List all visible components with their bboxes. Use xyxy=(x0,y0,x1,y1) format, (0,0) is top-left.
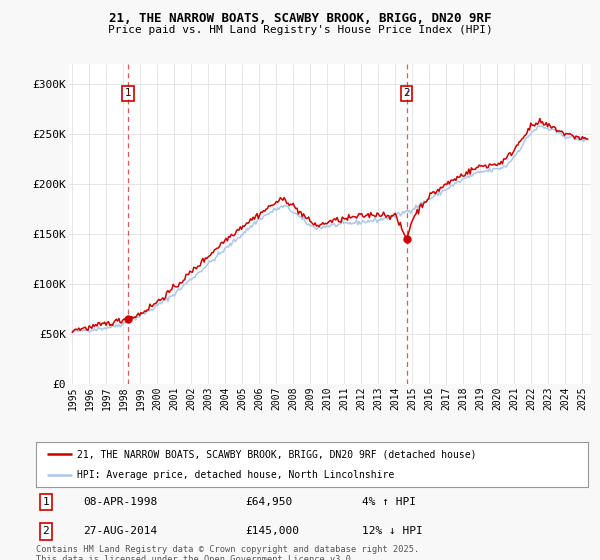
Text: 21, THE NARROW BOATS, SCAWBY BROOK, BRIGG, DN20 9RF: 21, THE NARROW BOATS, SCAWBY BROOK, BRIG… xyxy=(109,12,491,25)
Text: 2: 2 xyxy=(43,526,49,536)
Text: 1: 1 xyxy=(125,88,131,99)
Text: 1: 1 xyxy=(43,497,49,507)
Text: HPI: Average price, detached house, North Lincolnshire: HPI: Average price, detached house, Nort… xyxy=(77,470,395,480)
Text: 12% ↓ HPI: 12% ↓ HPI xyxy=(362,526,422,536)
Text: 4% ↑ HPI: 4% ↑ HPI xyxy=(362,497,416,507)
Text: 2: 2 xyxy=(403,88,410,99)
Text: £145,000: £145,000 xyxy=(246,526,300,536)
Text: Price paid vs. HM Land Registry's House Price Index (HPI): Price paid vs. HM Land Registry's House … xyxy=(107,25,493,35)
Text: Contains HM Land Registry data © Crown copyright and database right 2025.
This d: Contains HM Land Registry data © Crown c… xyxy=(36,545,419,560)
Text: 27-AUG-2014: 27-AUG-2014 xyxy=(83,526,157,536)
Text: 21, THE NARROW BOATS, SCAWBY BROOK, BRIGG, DN20 9RF (detached house): 21, THE NARROW BOATS, SCAWBY BROOK, BRIG… xyxy=(77,450,477,460)
Text: 08-APR-1998: 08-APR-1998 xyxy=(83,497,157,507)
Text: £64,950: £64,950 xyxy=(246,497,293,507)
